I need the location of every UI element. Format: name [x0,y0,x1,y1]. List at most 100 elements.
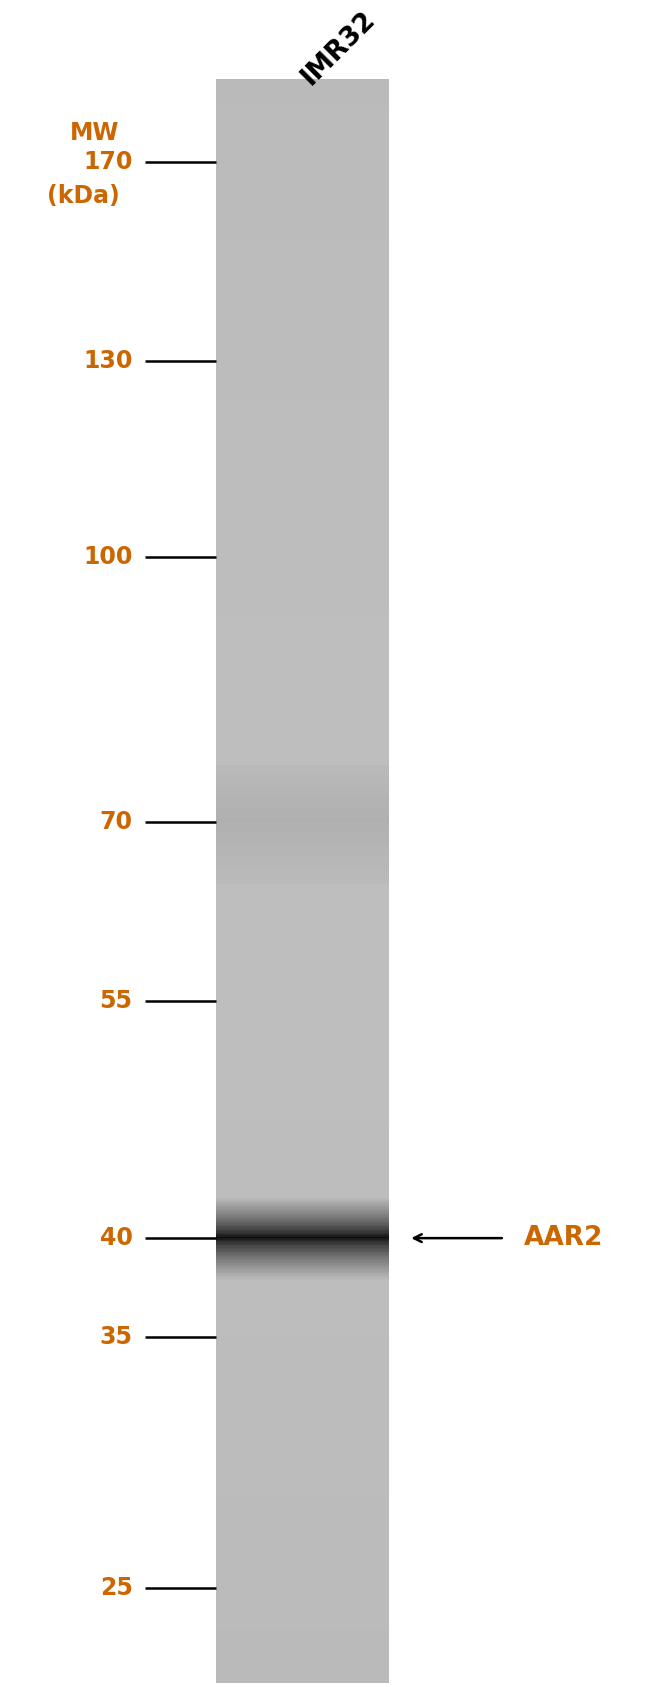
Bar [216,1415,389,1442]
Bar [216,666,389,693]
Bar [216,833,389,838]
Text: AAR2: AAR2 [524,1225,603,1252]
Text: 25: 25 [99,1576,133,1599]
Bar [216,1255,389,1282]
Bar [216,870,389,876]
Bar [216,810,389,813]
Bar [216,1041,389,1068]
Bar [216,1149,389,1174]
Bar [216,294,389,319]
Bar [216,935,389,962]
Bar [216,1309,389,1336]
Bar [216,1201,389,1228]
Bar [216,1095,389,1122]
Bar [216,827,389,830]
Bar [216,1174,389,1201]
Bar [216,850,389,854]
Bar [216,828,389,854]
Bar [216,186,389,213]
Bar [216,1630,389,1657]
Bar [216,1549,389,1576]
Bar [216,533,389,560]
Bar [216,641,389,666]
Bar [216,693,389,720]
Bar [216,854,389,881]
Text: 35: 35 [99,1326,133,1350]
Bar [216,822,389,827]
Text: 100: 100 [83,545,133,569]
Bar [216,776,389,779]
Text: 70: 70 [99,810,133,833]
Bar [216,133,389,159]
Text: (kDa): (kDa) [47,184,120,208]
Text: 40: 40 [99,1226,133,1250]
Bar [216,847,389,850]
Bar [216,962,389,989]
Bar [216,764,389,768]
Bar [216,867,389,870]
Text: 130: 130 [83,349,133,373]
Bar [216,213,389,240]
Bar [216,79,389,1684]
Bar [216,779,389,783]
Bar [216,1522,389,1549]
Bar [216,818,389,822]
Bar [216,859,389,862]
Bar [216,79,389,106]
Bar [216,838,389,842]
Bar [216,1388,389,1415]
Bar [216,791,389,795]
Bar [216,1657,389,1684]
Bar [216,768,389,773]
Bar [216,1469,389,1496]
Bar [216,240,389,267]
Bar [216,806,389,810]
Bar [216,373,389,400]
Bar [216,803,389,806]
Bar [216,774,389,801]
Bar [216,454,389,481]
Bar [216,106,389,133]
Bar [216,506,389,533]
Text: IMR32: IMR32 [296,7,380,91]
Bar [216,1603,389,1630]
Bar [216,798,389,803]
Text: MW: MW [70,120,120,145]
Bar [216,427,389,454]
Bar [216,1576,389,1603]
Bar [216,1496,389,1522]
Bar [216,876,389,879]
Bar [216,1068,389,1095]
Text: 170: 170 [83,150,133,174]
Bar [216,319,389,346]
Bar [216,614,389,641]
Bar [216,1442,389,1469]
Bar [216,1282,389,1309]
Bar [216,788,389,791]
Bar [216,1336,389,1361]
Bar [216,783,389,788]
Text: 55: 55 [99,989,133,1014]
Bar [216,1014,389,1041]
Bar [216,854,389,859]
Bar [216,801,389,828]
Bar [216,1361,389,1388]
Bar [216,560,389,587]
Bar [216,908,389,935]
Bar [216,159,389,186]
Bar [216,879,389,884]
Bar [216,862,389,867]
Bar [216,747,389,774]
Bar [216,1228,389,1255]
Bar [216,720,389,747]
Bar [216,842,389,847]
Bar [216,1122,389,1149]
Bar [216,813,389,818]
Bar [216,346,389,373]
Bar [216,267,389,294]
Bar [216,587,389,614]
Bar [216,481,389,506]
Bar [216,400,389,427]
Bar [216,989,389,1014]
Bar [216,830,389,833]
